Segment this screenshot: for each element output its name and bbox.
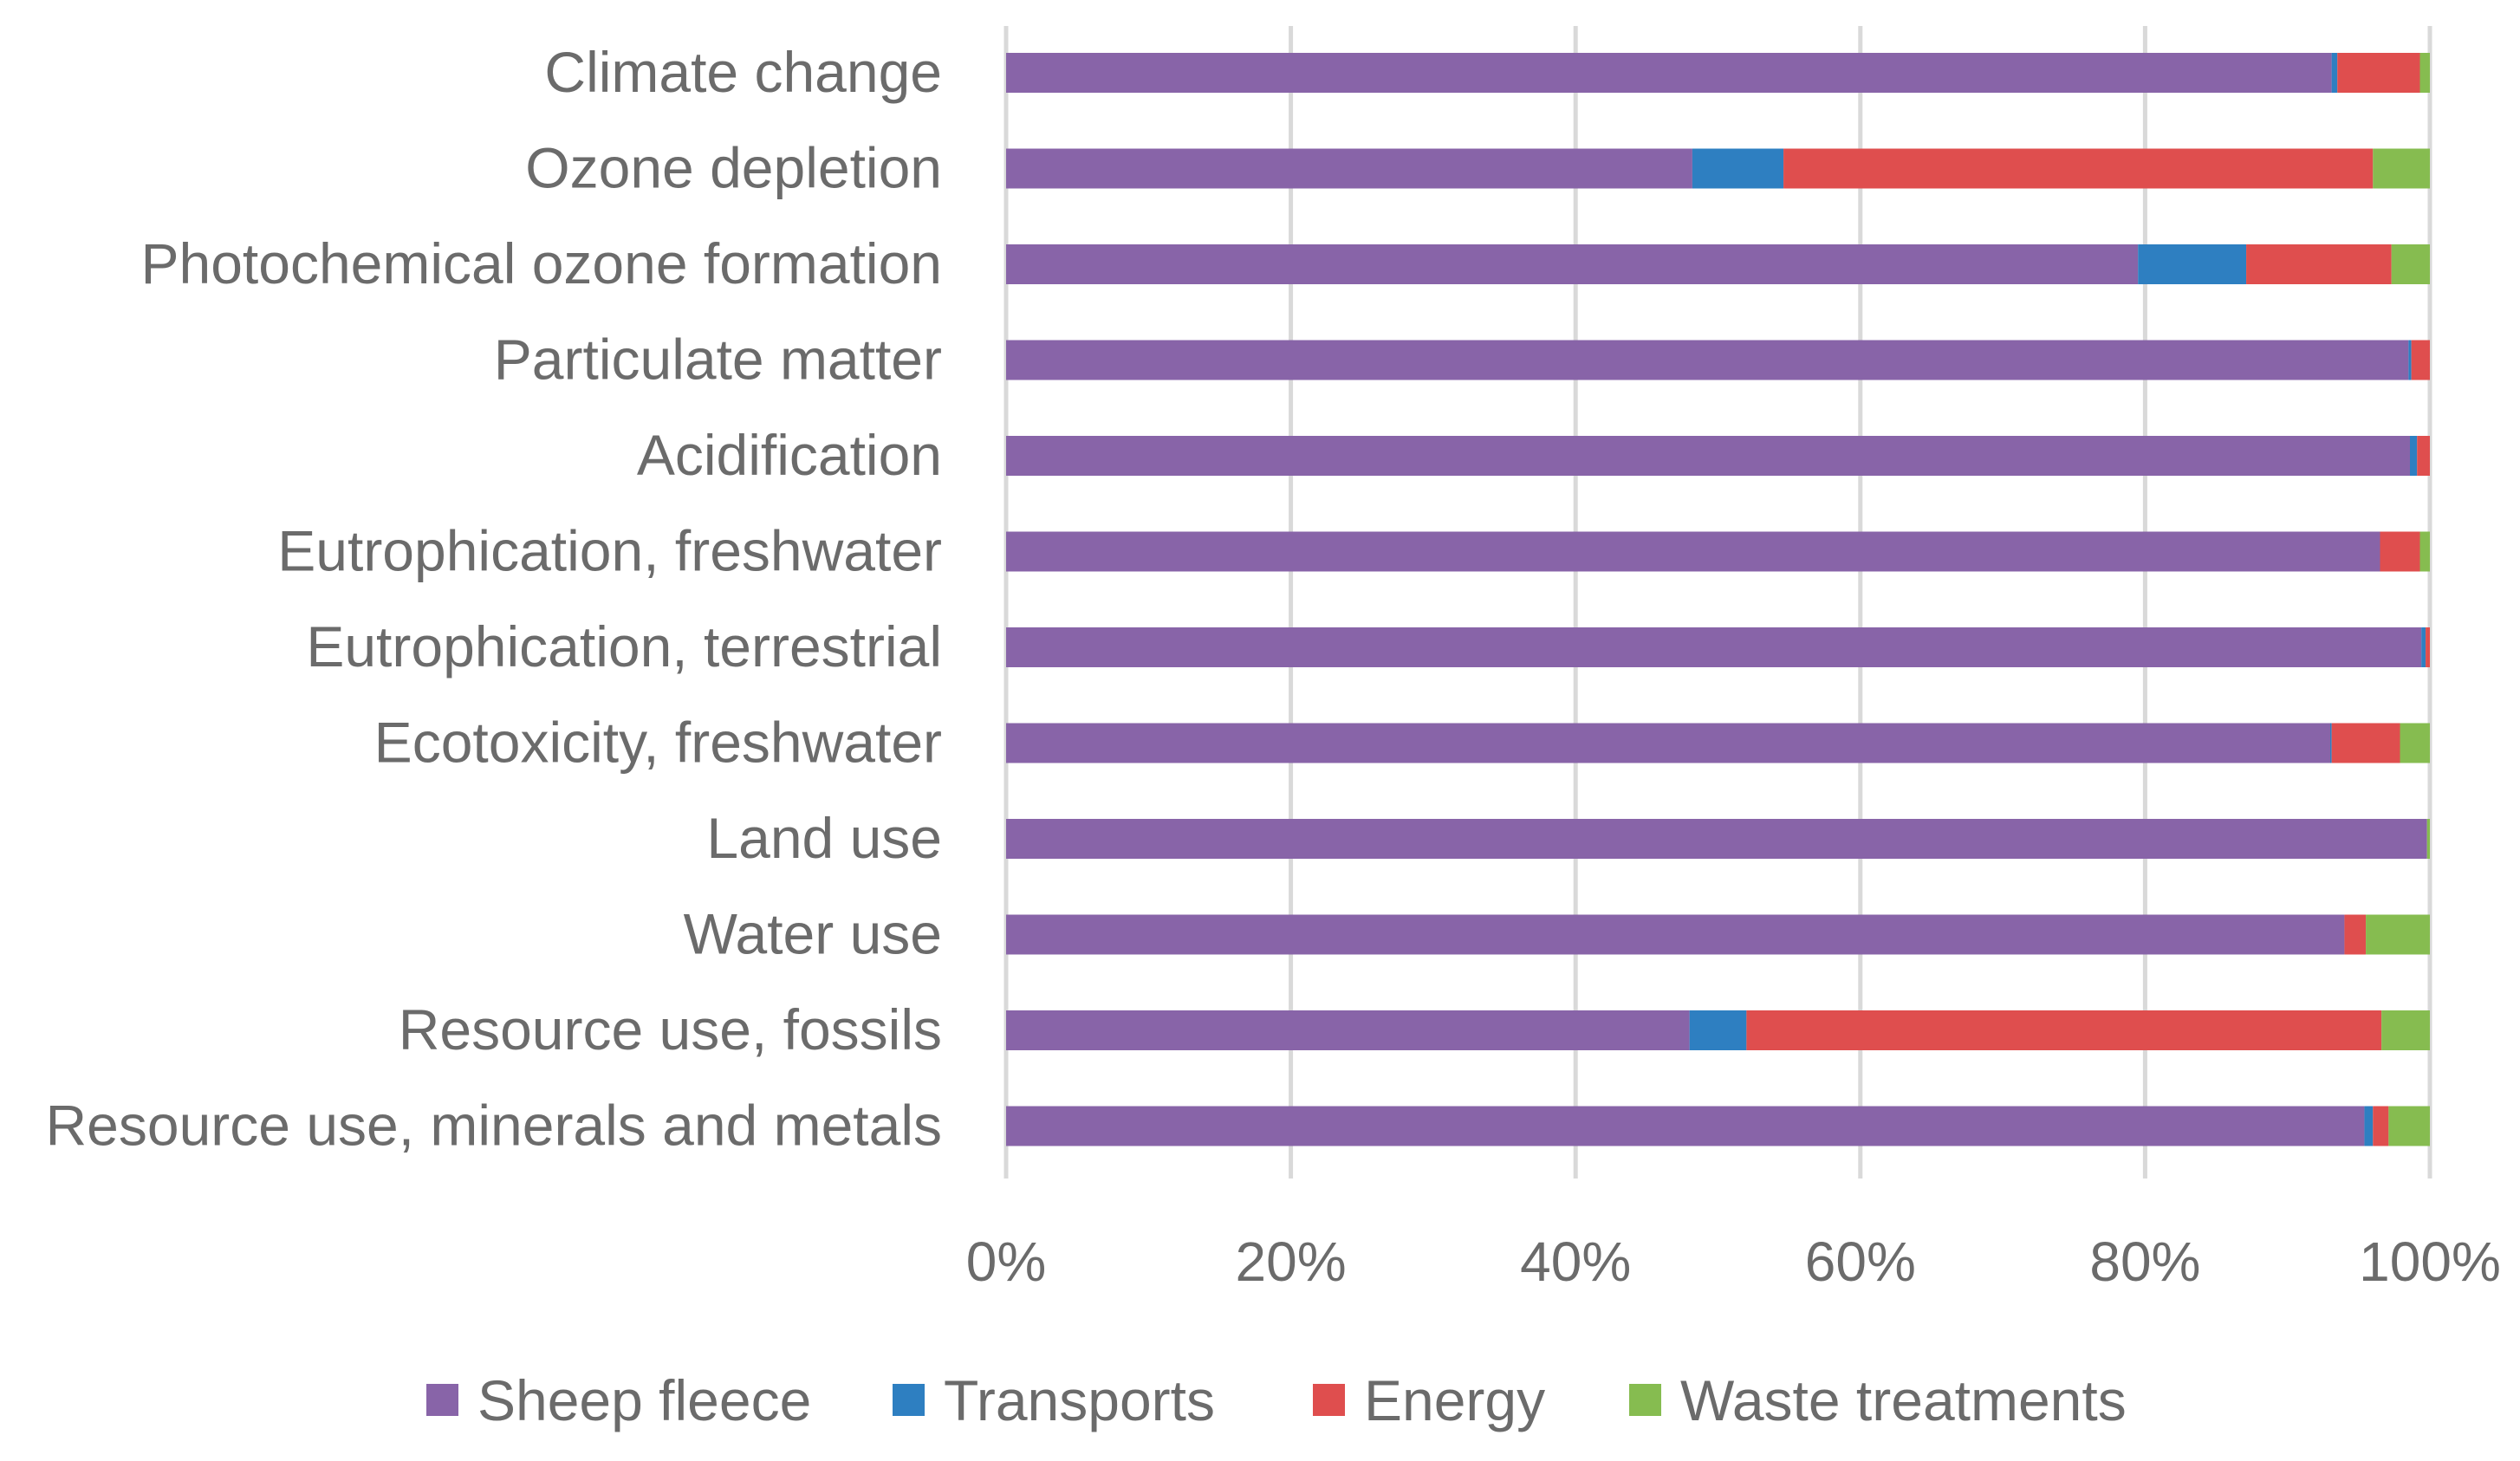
category-label: Ozone depletion <box>525 136 942 200</box>
category-labels: Climate change Ozone depletion Photochemic… <box>46 40 942 1158</box>
bar-segment <box>1689 1010 1747 1050</box>
category-label: Ecotoxicity, freshwater <box>374 711 942 775</box>
x-tick-label: 100% <box>2359 1230 2501 1293</box>
category-label: Resource use, fossils <box>399 997 942 1062</box>
bar-segment <box>2337 53 2420 93</box>
bar-segment <box>2409 436 2418 476</box>
bar-segment <box>2426 819 2430 859</box>
bar-segment <box>2388 1106 2430 1146</box>
category-label: Climate change <box>544 40 942 104</box>
legend-label: Transports <box>944 1368 1215 1432</box>
bar-segment <box>2426 627 2430 667</box>
category-label: Resource use, minerals and metals <box>46 1094 942 1158</box>
bar-segment <box>2400 723 2430 763</box>
category-label: Acidification <box>637 423 942 487</box>
bar-segment <box>1783 148 2374 189</box>
bar-segment <box>2364 1106 2374 1146</box>
x-tick-label: 80% <box>2089 1230 2200 1293</box>
bar-segment <box>2331 723 2400 763</box>
category-label: Eutrophication, freshwater <box>277 519 942 583</box>
x-tick-label: 0% <box>966 1230 1047 1293</box>
bar-segment <box>1746 1010 2382 1050</box>
bar-segment <box>1692 148 1784 189</box>
bar-segment <box>2417 436 2430 476</box>
bar-segment <box>1006 819 2427 859</box>
bar-segment <box>1006 1106 2365 1146</box>
x-tick-label: 60% <box>1805 1230 1916 1293</box>
bar-segment <box>1006 148 1692 189</box>
bar-segment <box>2381 1010 2430 1050</box>
bar-segment <box>1006 436 2410 476</box>
bar-segment <box>1006 53 2332 93</box>
bar-segment <box>2246 244 2392 284</box>
bar-segment <box>1006 340 2409 380</box>
legend-swatch <box>1629 1384 1661 1416</box>
bar-segment <box>1006 531 2380 572</box>
bar-segment <box>2411 340 2430 380</box>
bar-segment <box>2408 340 2412 380</box>
bar-segment <box>2391 244 2430 284</box>
category-label: Water use <box>684 902 942 966</box>
legend-label: Sheep fleece <box>477 1368 811 1432</box>
category-label: Land use <box>706 806 942 870</box>
bar-segment <box>2373 1106 2389 1146</box>
category-label: Photochemical ozone formation <box>140 231 942 295</box>
bar-segment <box>2331 53 2338 93</box>
bar-segment <box>2366 914 2430 955</box>
legend-swatch <box>1313 1384 1345 1416</box>
bar-segment <box>2380 531 2420 572</box>
bar-segment <box>1006 914 2345 955</box>
category-label: Particulate matter <box>494 328 942 392</box>
bar-segment <box>2373 148 2430 189</box>
legend: Sheep fleece Transports Energy Waste treatm… <box>426 1368 2127 1432</box>
legend-label: Energy <box>1364 1368 1545 1432</box>
x-axis-tick-labels: 0% 20% 40% 60% 80% 100% <box>966 1230 2501 1293</box>
legend-swatch <box>426 1384 458 1416</box>
bar-segment <box>2344 914 2367 955</box>
bar-segment <box>1006 244 2139 284</box>
x-tick-label: 20% <box>1236 1230 1347 1293</box>
bar-segment <box>2138 244 2247 284</box>
bars <box>1006 53 2430 1146</box>
legend-swatch <box>893 1384 925 1416</box>
bar-segment <box>1006 1010 1690 1050</box>
gridlines <box>1003 26 2432 1179</box>
bar-segment <box>1006 723 2330 763</box>
bar-segment <box>2421 627 2426 667</box>
bar-segment <box>2329 723 2332 763</box>
x-tick-label: 40% <box>1520 1230 1631 1293</box>
bar-segment <box>1006 627 2422 667</box>
bar-segment <box>2419 531 2430 572</box>
legend-label: Waste treatments <box>1680 1368 2127 1432</box>
category-label: Eutrophication, terrestrial <box>306 614 942 679</box>
bar-segment <box>2419 53 2430 93</box>
